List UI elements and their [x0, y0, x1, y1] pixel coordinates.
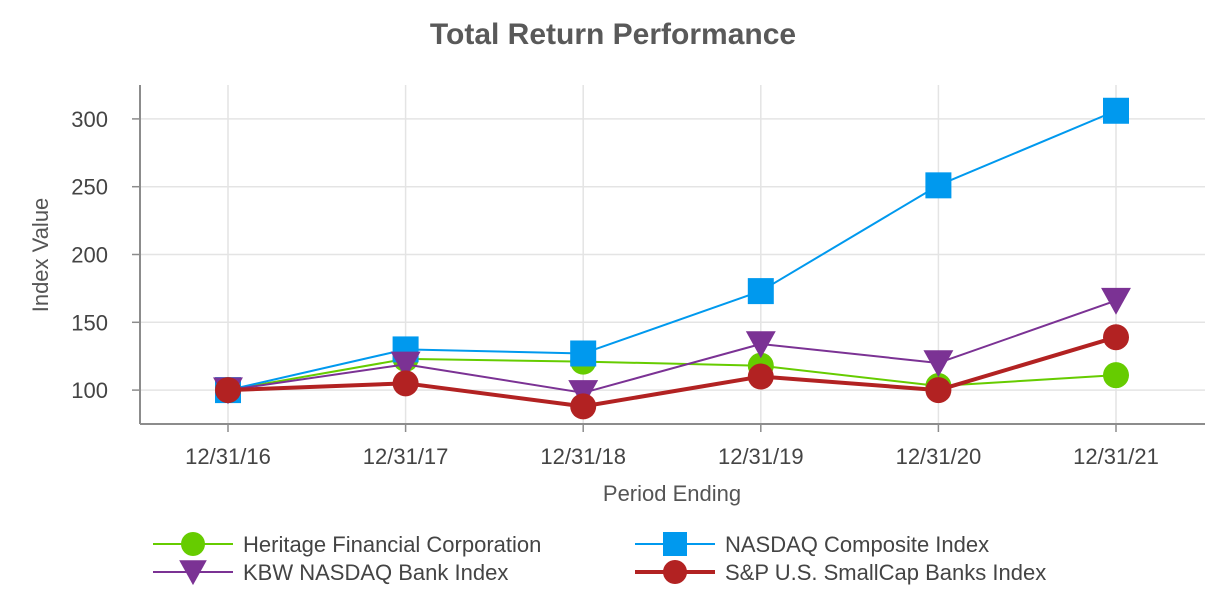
gridlines [140, 85, 1205, 424]
data-point [390, 351, 421, 379]
legend-label: S&P U.S. SmallCap Banks Index [725, 560, 1046, 585]
x-tick-label: 12/31/17 [363, 444, 449, 469]
data-point [570, 393, 597, 420]
data-point [215, 377, 241, 404]
data-point [747, 363, 774, 390]
series-layer [213, 97, 1131, 420]
y-tick-label: 150 [71, 310, 108, 335]
series-s-p-u-s-smallcap-banks-index [215, 324, 1129, 420]
legend-marker [181, 532, 205, 556]
data-point [745, 331, 776, 359]
series-kbw-nasdaq-bank-index [213, 287, 1131, 408]
data-point [925, 172, 952, 199]
series-line [227, 335, 1117, 409]
x-tick-labels: 12/31/16 12/31/17 12/31/18 12/31/19 12/31/20… [185, 444, 1159, 469]
series-line [227, 299, 1117, 394]
legend-marker [179, 560, 207, 586]
x-tick-label: 12/31/16 [185, 444, 271, 469]
x-tick-label: 12/31/21 [1073, 444, 1159, 469]
y-tick-label: 200 [71, 243, 108, 268]
x-tick-label: 12/31/19 [718, 444, 804, 469]
x-tick-label: 12/31/18 [540, 444, 626, 469]
legend-label: Heritage Financial Corporation [243, 532, 541, 557]
data-point [1103, 97, 1129, 124]
axes [132, 85, 1205, 432]
legend: Heritage Financial Corporation NASDAQ Com… [153, 532, 1046, 586]
y-axis-title: Index Value [28, 198, 53, 313]
legend-item-heritage-financial-corporation: Heritage Financial Corporation [153, 532, 541, 557]
data-point [925, 377, 952, 404]
legend-marker [663, 532, 687, 556]
legend-item-nasdaq-composite-index: NASDAQ Composite Index [635, 532, 989, 557]
legend-label: KBW NASDAQ Bank Index [243, 560, 508, 585]
y-tick-label: 300 [71, 107, 108, 132]
x-axis-title: Period Ending [603, 481, 741, 506]
legend-item-kbw-nasdaq-bank-index: KBW NASDAQ Bank Index [153, 560, 508, 586]
data-point [392, 370, 419, 397]
x-tick-label: 12/31/20 [896, 444, 982, 469]
series-nasdaq-composite-index [215, 97, 1129, 404]
y-tick-labels: 100 150 200 250 300 [71, 107, 108, 403]
series-line [227, 109, 1117, 392]
legend-item-s-p-u-s-smallcap-banks-index: S&P U.S. SmallCap Banks Index [635, 560, 1046, 585]
chart-title: Total Return Performance [430, 18, 796, 51]
y-tick-label: 100 [71, 378, 108, 403]
data-point [747, 278, 774, 305]
data-point [923, 350, 954, 378]
data-point [570, 340, 597, 367]
data-point [1101, 287, 1131, 315]
data-point [1103, 362, 1129, 389]
legend-marker [663, 560, 687, 584]
series-line [227, 357, 1117, 392]
legend-label: NASDAQ Composite Index [725, 532, 989, 557]
y-tick-label: 250 [71, 175, 108, 200]
data-point [1103, 324, 1129, 351]
